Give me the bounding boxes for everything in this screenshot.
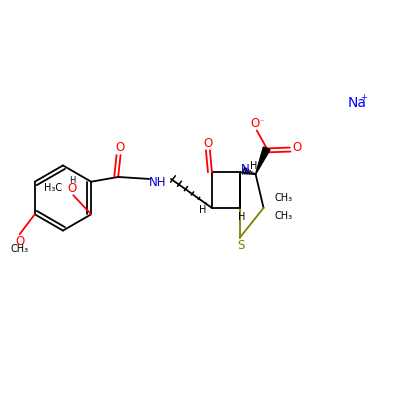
Text: N: N bbox=[241, 163, 250, 176]
Text: +: + bbox=[361, 94, 368, 102]
Text: ⁻: ⁻ bbox=[259, 117, 264, 126]
Text: H: H bbox=[238, 212, 245, 222]
Text: H: H bbox=[69, 176, 76, 185]
Text: CH₃: CH₃ bbox=[10, 244, 29, 254]
Text: H: H bbox=[200, 205, 207, 215]
Text: O: O bbox=[115, 142, 124, 154]
Text: O: O bbox=[68, 182, 77, 194]
Text: Na: Na bbox=[348, 96, 366, 110]
Text: O: O bbox=[292, 141, 302, 154]
Text: O: O bbox=[250, 117, 260, 130]
Text: S: S bbox=[238, 239, 245, 252]
Text: H: H bbox=[250, 161, 257, 171]
Text: NH: NH bbox=[149, 176, 167, 190]
Text: O: O bbox=[203, 137, 212, 150]
Text: CH₃: CH₃ bbox=[274, 193, 292, 203]
Text: CH₃: CH₃ bbox=[274, 211, 292, 221]
Text: H₃C: H₃C bbox=[44, 183, 62, 193]
Text: O: O bbox=[15, 235, 24, 248]
Polygon shape bbox=[256, 147, 270, 174]
